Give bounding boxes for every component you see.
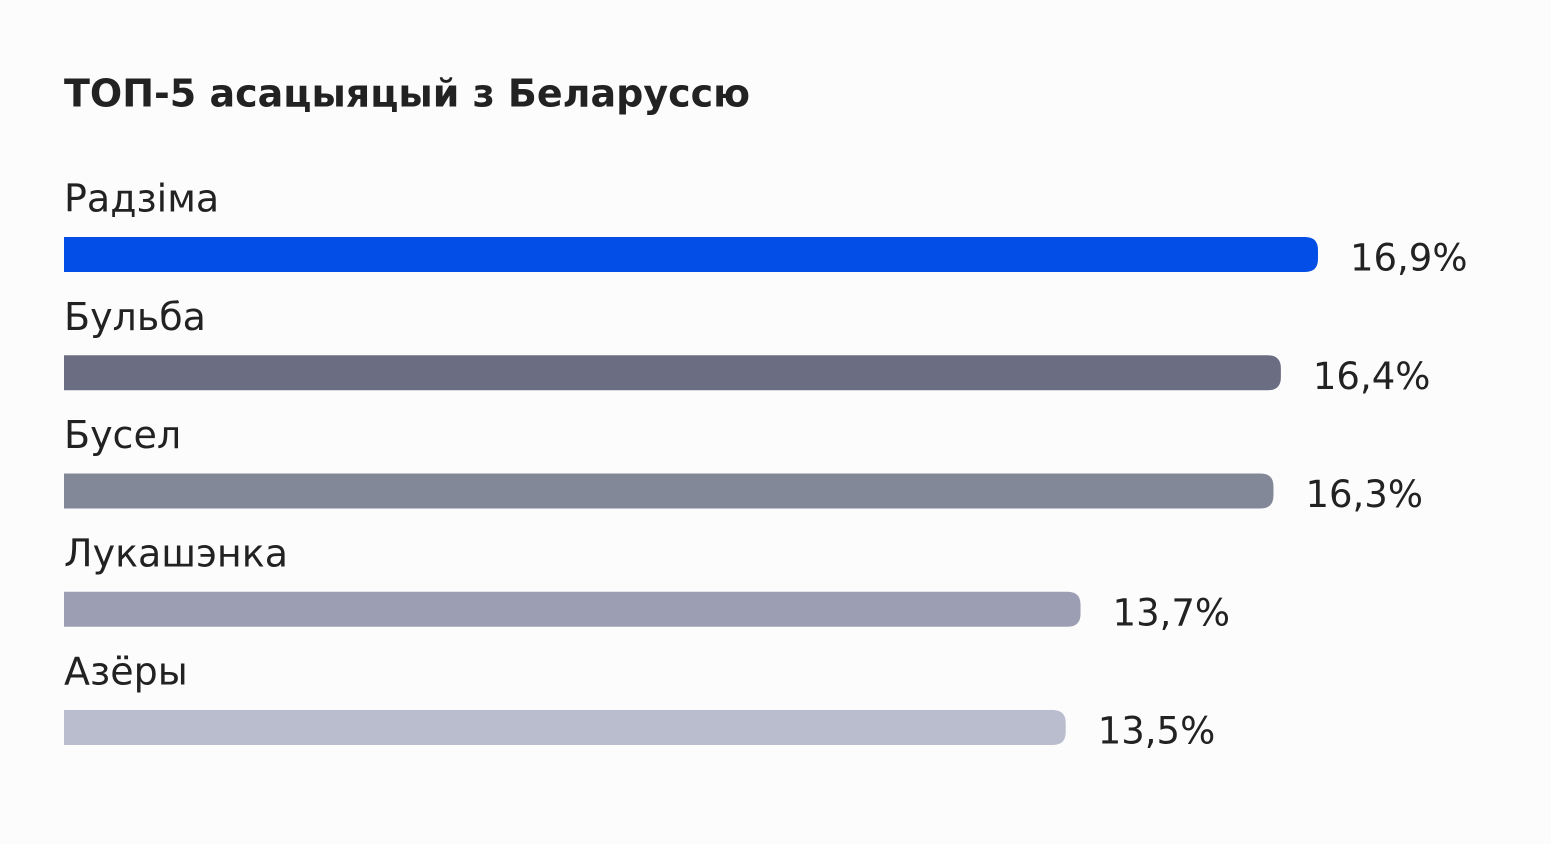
bar xyxy=(64,473,1274,509)
chart-title: ТОП-5 асацыяцый з Беларуссю xyxy=(64,72,750,116)
bar xyxy=(64,710,1066,745)
category-label: Лукашэнка xyxy=(64,531,288,575)
category-label: Бульба xyxy=(64,295,206,339)
bar xyxy=(64,591,1081,627)
value-label: 13,5% xyxy=(1098,710,1216,753)
category-label: Радзіма xyxy=(64,177,219,221)
value-label: 13,7% xyxy=(1113,591,1231,634)
bar xyxy=(64,355,1281,391)
value-label: 16,3% xyxy=(1305,473,1423,516)
value-label: 16,4% xyxy=(1313,355,1431,398)
bar xyxy=(64,237,1318,272)
category-label: Бусел xyxy=(64,413,181,457)
category-label: Азёры xyxy=(64,650,188,694)
value-label: 16,9% xyxy=(1350,237,1468,280)
